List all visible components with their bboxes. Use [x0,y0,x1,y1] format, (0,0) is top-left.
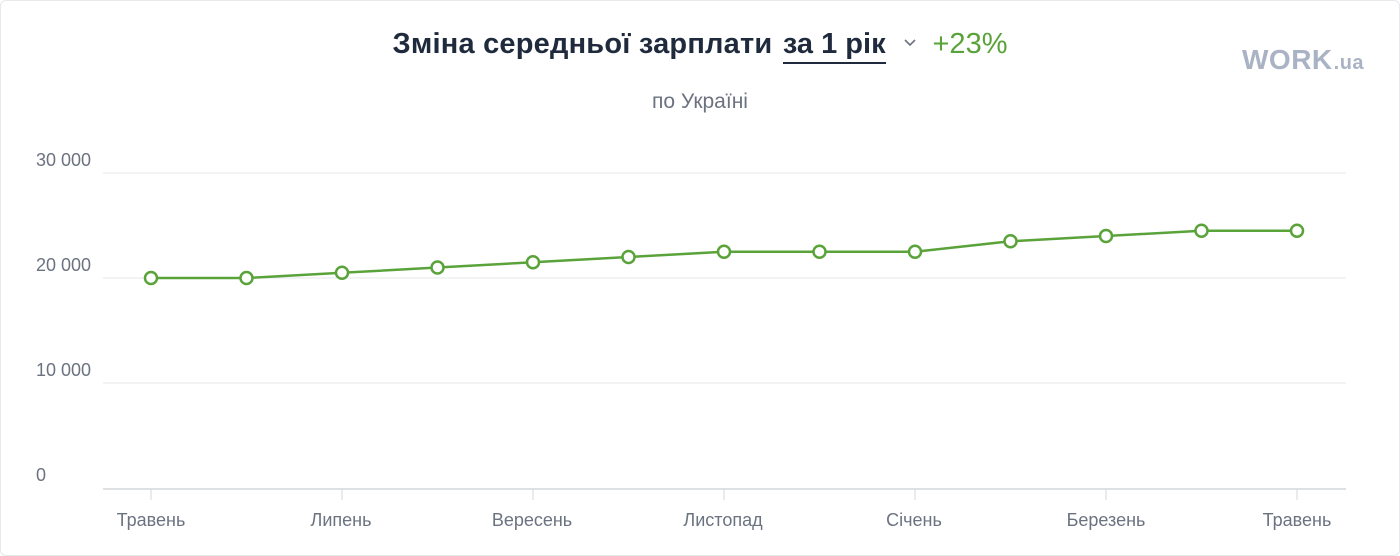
data-point-marker[interactable] [525,255,541,270]
y-tick-label: 30 000 [36,150,92,170]
y-tick-label: 0 [36,465,47,485]
chart-subtitle: по Україні [652,90,748,113]
data-point-marker[interactable] [1289,223,1305,238]
x-tick-label: Травень [1262,510,1332,530]
change-percent: +23% [932,28,1008,60]
x-tick-label: Березень [1066,510,1146,530]
y-tick-label: 10 000 [36,360,92,380]
data-point-marker[interactable] [334,265,350,280]
chart-header: Зміна середньої зарплати за 1 рік +23% [0,28,1400,64]
work-ua-logo: WORK.ua [1242,44,1364,76]
x-tick-label: Січень [886,510,942,530]
data-point-marker[interactable] [907,244,923,259]
data-point-marker[interactable] [812,244,827,259]
logo-main: WORK [1242,44,1333,75]
data-point-marker[interactable] [716,244,732,259]
x-tick-label: Листопад [683,510,763,530]
data-point-marker[interactable] [239,270,254,286]
period-selector[interactable]: за 1 рік [782,28,886,64]
x-tick-label: Липень [310,510,372,530]
x-tick-label: Вересень [491,510,573,530]
data-point-marker[interactable] [1003,234,1018,249]
data-point-marker[interactable] [1194,223,1209,238]
chart-title: Зміна середньої зарплати [392,28,773,60]
x-tick-label: Травень [116,510,186,530]
data-point-marker[interactable] [143,270,159,286]
chevron-down-icon[interactable] [904,34,916,52]
data-point-marker[interactable] [621,249,636,265]
data-point-marker[interactable] [430,260,445,275]
data-point-marker[interactable] [1098,228,1114,244]
y-tick-label: 20 000 [36,255,92,275]
logo-suffix: .ua [1333,52,1365,74]
